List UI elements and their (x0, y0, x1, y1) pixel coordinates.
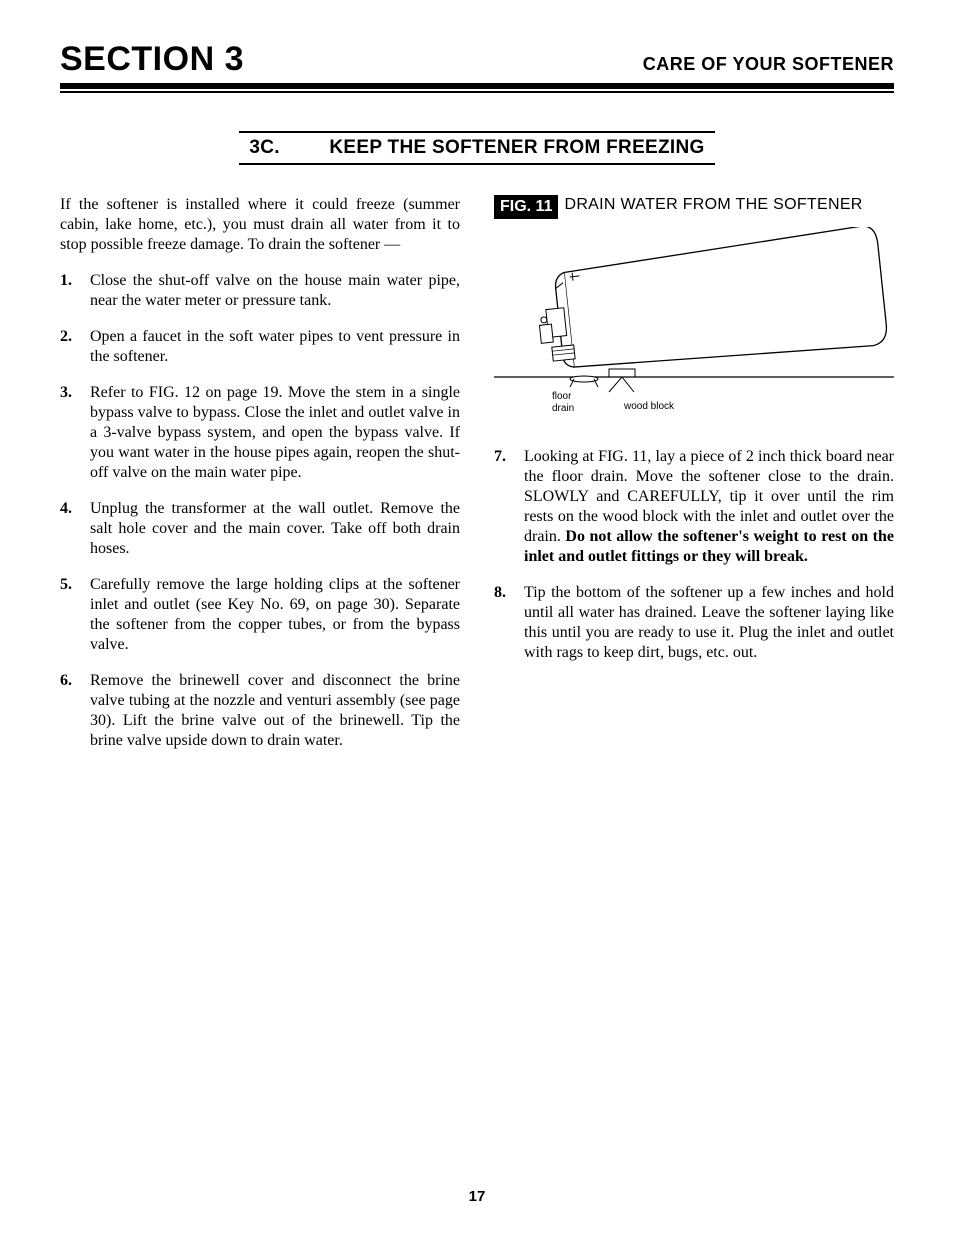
step-item: Carefully remove the large holding clips… (60, 575, 460, 655)
intro-paragraph: If the softener is installed where it co… (60, 195, 460, 255)
step-item: Open a faucet in the soft water pipes to… (60, 327, 460, 367)
left-column: If the softener is installed where it co… (60, 195, 460, 767)
figure-header: FIG. 11 DRAIN WATER FROM THE SOFTENER (494, 195, 894, 219)
content-columns: If the softener is installed where it co… (60, 195, 894, 767)
steps-list-left: Close the shut-off valve on the house ma… (60, 271, 460, 751)
subheading-number: 3C. (249, 137, 329, 159)
subheading-title: KEEP THE SOFTENER FROM FREEZING (329, 137, 704, 158)
subheading-wrap: 3C.KEEP THE SOFTENER FROM FREEZING (60, 131, 894, 165)
right-column: FIG. 11 DRAIN WATER FROM THE SOFTENER (494, 195, 894, 767)
figure-illustration: floor drain wood block (494, 227, 894, 427)
label-woodblock: wood block (623, 401, 675, 412)
subheading: 3C.KEEP THE SOFTENER FROM FREEZING (239, 131, 714, 165)
steps-list-right: Looking at FIG. 11, lay a piece of 2 inc… (494, 447, 894, 663)
figure-title: DRAIN WATER FROM THE SOFTENER (564, 195, 862, 216)
step-item: Looking at FIG. 11, lay a piece of 2 inc… (494, 447, 894, 567)
section-title: SECTION 3 (60, 40, 244, 79)
header-rule-thin (60, 91, 894, 93)
step7-bold: Do not allow the softener's weight to re… (524, 528, 894, 565)
page-number: 17 (0, 1188, 954, 1205)
step-item: Tip the bottom of the softener up a few … (494, 583, 894, 663)
header-rule-thick (60, 83, 894, 89)
label-floor: floor (552, 391, 572, 402)
figure-badge: FIG. 11 (494, 195, 558, 219)
step-item: Remove the brinewell cover and disconnec… (60, 671, 460, 751)
page-container: SECTION 3 CARE OF YOUR SOFTENER 3C.KEEP … (0, 0, 954, 807)
label-drain: drain (552, 403, 574, 414)
header-right-title: CARE OF YOUR SOFTENER (643, 54, 894, 79)
softener-diagram-icon: floor drain wood block (494, 227, 894, 427)
step-item: Unplug the transformer at the wall outle… (60, 499, 460, 559)
step-item: Refer to FIG. 12 on page 19. Move the st… (60, 383, 460, 483)
header-row: SECTION 3 CARE OF YOUR SOFTENER (60, 40, 894, 79)
step-item: Close the shut-off valve on the house ma… (60, 271, 460, 311)
